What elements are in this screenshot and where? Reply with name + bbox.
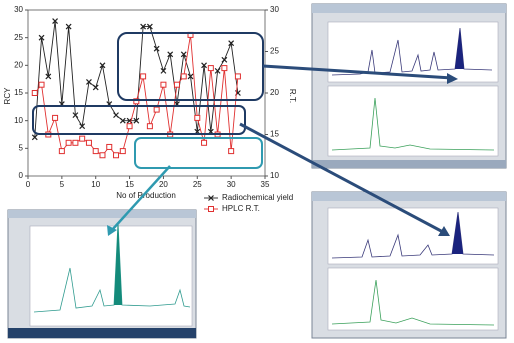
marker — [160, 67, 167, 74]
legend-label: Radiochemical yield — [222, 193, 293, 202]
marker — [52, 114, 59, 121]
marker — [207, 65, 214, 72]
marker — [201, 62, 207, 69]
x-tick-label: 0 — [26, 180, 31, 189]
x-tick-label: 5 — [60, 180, 65, 189]
y-tick-label: 20 — [14, 60, 23, 69]
marker — [140, 23, 147, 30]
marker — [167, 51, 174, 58]
marker — [58, 148, 65, 155]
marker — [72, 112, 79, 119]
marker — [45, 73, 52, 80]
marker — [180, 51, 187, 58]
marker — [79, 123, 86, 130]
marker — [52, 18, 59, 24]
arrow — [239, 122, 444, 234]
y2-tick-label: 15 — [270, 130, 279, 139]
arrow-head — [447, 73, 458, 84]
marker — [214, 67, 221, 74]
y-tick-label: 15 — [14, 88, 23, 97]
x-tick-label: 20 — [159, 180, 168, 189]
y-tick-label: 25 — [14, 33, 23, 42]
marker — [201, 139, 208, 146]
marker — [180, 73, 187, 80]
marker — [153, 106, 160, 113]
marker — [72, 139, 79, 146]
marker — [99, 152, 106, 159]
marker — [133, 98, 140, 105]
marker — [65, 139, 72, 146]
highlight-box — [134, 137, 263, 169]
screenshot-bottom-right — [311, 191, 507, 339]
marker — [119, 117, 126, 124]
marker — [38, 81, 45, 88]
x-tick-label: 30 — [227, 180, 236, 189]
y2-tick-label: 30 — [270, 5, 279, 14]
marker — [99, 62, 106, 69]
annotations — [32, 32, 458, 236]
marker — [31, 134, 38, 141]
x-tick-label: 35 — [261, 180, 270, 189]
marker — [221, 65, 228, 72]
screenshot-top-right — [311, 3, 507, 169]
screenshot-bottom-left — [7, 209, 197, 339]
marker — [113, 112, 119, 119]
x-tick-label: 10 — [91, 180, 100, 189]
marker — [160, 81, 167, 88]
marker — [146, 23, 153, 30]
marker — [86, 79, 92, 85]
marker — [31, 90, 38, 96]
marker — [126, 123, 133, 130]
arrow-head — [438, 226, 450, 236]
marker — [119, 148, 126, 155]
marker — [228, 148, 235, 155]
x-tick-label: 15 — [125, 180, 134, 189]
marker — [153, 45, 160, 52]
highlight-box — [32, 105, 246, 135]
marker — [92, 84, 99, 91]
y-tick-label: 0 — [19, 171, 24, 180]
marker — [38, 34, 45, 41]
marker — [187, 73, 194, 80]
arrow — [111, 165, 171, 231]
marker — [65, 23, 72, 30]
chart: RCY R.T. No of Production 0 5 10 15 20 25 30 35… — [3, 5, 297, 213]
marker — [228, 40, 235, 47]
legend-marker — [208, 195, 214, 201]
marker — [133, 117, 140, 124]
arrow — [262, 64, 453, 80]
y-axis-label: RCY — [3, 87, 12, 105]
marker — [234, 73, 241, 80]
marker — [221, 56, 228, 63]
marker — [146, 123, 153, 130]
marker — [79, 135, 86, 142]
y2-axis-label: R.T. — [288, 89, 297, 103]
y-tick-label: 30 — [14, 5, 23, 14]
marker — [106, 143, 113, 150]
y2-tick-label: 20 — [270, 88, 279, 97]
arrow-head — [107, 225, 117, 236]
marker — [92, 148, 99, 155]
marker — [140, 73, 147, 80]
marker — [113, 152, 120, 159]
y-tick-label: 5 — [19, 143, 24, 152]
marker — [194, 114, 201, 121]
legend-label: HPLC R.T. — [222, 204, 260, 213]
legend-marker — [208, 206, 214, 212]
y2-tick-label: 10 — [270, 171, 279, 180]
marker — [85, 139, 92, 146]
y-tick-label: 10 — [14, 116, 23, 125]
x-tick-label: 25 — [193, 180, 202, 189]
x-axis-label: No of Production — [116, 191, 176, 200]
y2-tick-label: 25 — [270, 47, 279, 56]
marker — [173, 81, 180, 88]
